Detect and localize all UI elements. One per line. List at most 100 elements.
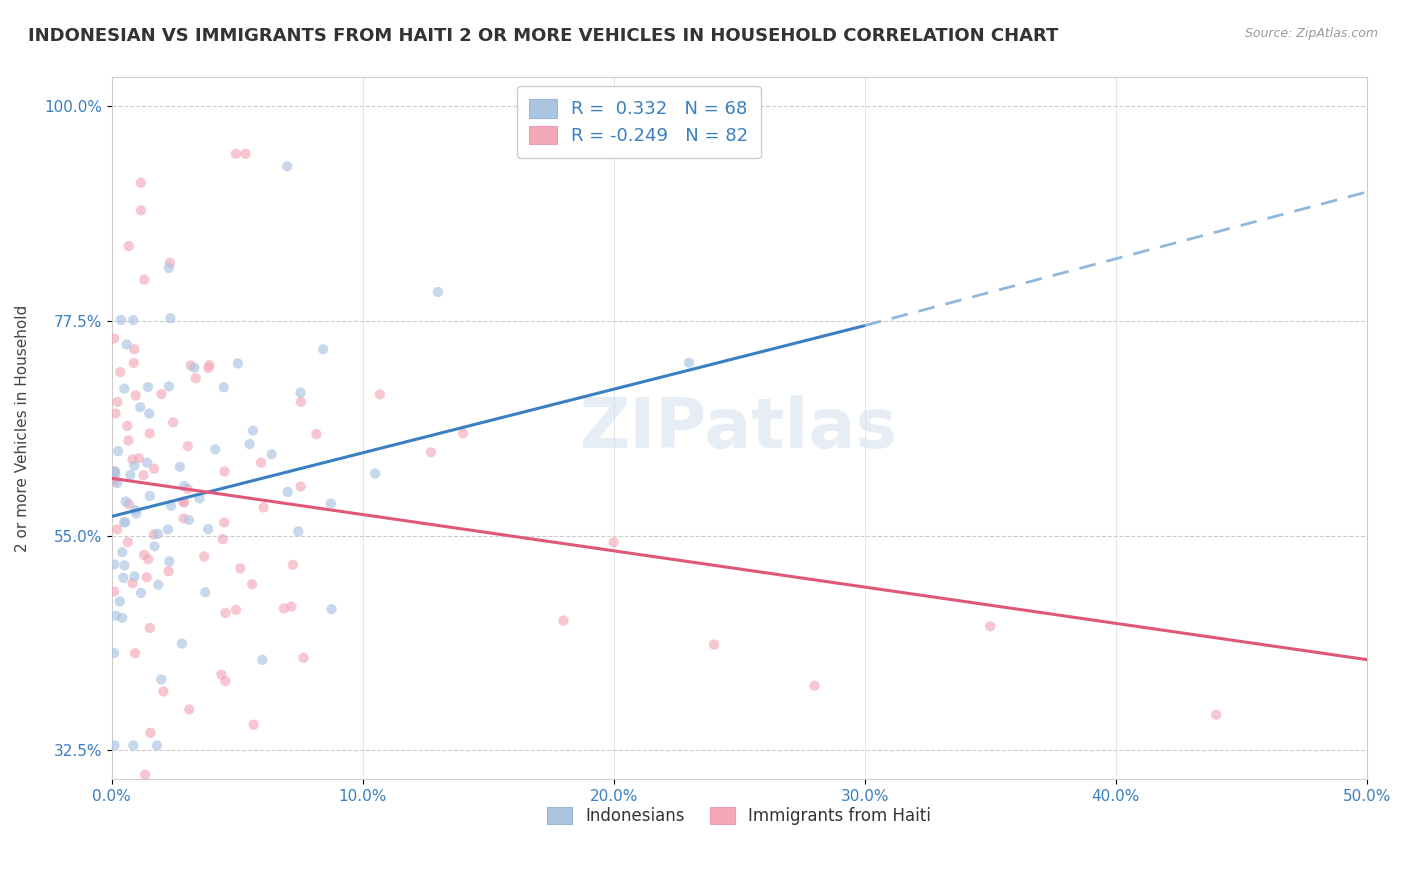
Point — [209, 667, 232, 681]
Point — [104, 464, 127, 478]
Point — [148, 577, 170, 591]
Point — [204, 442, 226, 457]
Point — [107, 476, 129, 491]
Point — [110, 365, 132, 379]
Point — [122, 313, 145, 327]
Point — [214, 465, 236, 479]
Point — [146, 527, 169, 541]
Point — [290, 395, 312, 409]
Point — [198, 358, 221, 372]
Point — [212, 516, 235, 530]
Point — [103, 739, 125, 753]
Point — [1205, 707, 1227, 722]
Point — [125, 507, 148, 521]
Point — [211, 532, 233, 546]
Point — [118, 239, 141, 253]
Point — [287, 524, 309, 539]
Point — [124, 503, 146, 517]
Point — [129, 203, 152, 218]
Point — [157, 379, 180, 393]
Point — [115, 337, 138, 351]
Point — [103, 558, 125, 572]
Point — [110, 313, 132, 327]
Point — [124, 458, 146, 473]
Point — [112, 515, 135, 529]
Point — [177, 439, 200, 453]
Point — [138, 426, 160, 441]
Point — [703, 638, 725, 652]
Point — [117, 418, 139, 433]
Point — [104, 407, 127, 421]
Point — [122, 356, 145, 370]
Point — [156, 523, 179, 537]
Point — [197, 361, 219, 376]
Point — [172, 494, 194, 508]
Point — [225, 146, 247, 161]
Point — [229, 561, 252, 575]
Point — [242, 424, 264, 438]
Point — [159, 311, 181, 326]
Point — [124, 569, 146, 583]
Point — [134, 548, 156, 562]
Point — [103, 646, 125, 660]
Point — [290, 479, 312, 493]
Point — [122, 739, 145, 753]
Point — [312, 343, 335, 357]
Point — [250, 456, 273, 470]
Point — [368, 387, 391, 401]
Point — [319, 496, 342, 510]
Point — [104, 464, 127, 478]
Point — [212, 380, 235, 394]
Point — [260, 447, 283, 461]
Point — [105, 523, 128, 537]
Point — [134, 768, 156, 782]
Point — [103, 584, 125, 599]
Point — [150, 673, 173, 687]
Point — [129, 176, 152, 190]
Point — [277, 484, 299, 499]
Point — [188, 491, 211, 506]
Point — [118, 497, 141, 511]
Point — [152, 684, 174, 698]
Point — [129, 586, 152, 600]
Point — [105, 395, 128, 409]
Point — [124, 342, 146, 356]
Point — [159, 256, 181, 270]
Point — [114, 515, 136, 529]
Point — [157, 260, 180, 275]
Point — [139, 621, 162, 635]
Point — [169, 459, 191, 474]
Point — [107, 444, 129, 458]
Point — [183, 360, 205, 375]
Point — [240, 577, 263, 591]
Point — [157, 564, 180, 578]
Point — [170, 637, 193, 651]
Point — [214, 606, 236, 620]
Point — [451, 426, 474, 441]
Point — [420, 445, 443, 459]
Point — [364, 467, 387, 481]
Point — [103, 471, 125, 485]
Point — [280, 599, 302, 614]
Point — [124, 646, 146, 660]
Point — [135, 570, 157, 584]
Point — [112, 382, 135, 396]
Point — [305, 427, 328, 442]
Point — [128, 451, 150, 466]
Point — [173, 479, 195, 493]
Point — [136, 552, 159, 566]
Point — [214, 673, 236, 688]
Point — [132, 468, 155, 483]
Point — [139, 725, 162, 739]
Text: ZIPatlas: ZIPatlas — [581, 394, 898, 462]
Point — [553, 614, 575, 628]
Point — [252, 653, 274, 667]
Point — [114, 558, 136, 573]
Point — [179, 702, 201, 716]
Point — [111, 545, 134, 559]
Point — [108, 786, 131, 800]
Point — [121, 452, 143, 467]
Point — [143, 539, 166, 553]
Legend: Indonesians, Immigrants from Haiti: Indonesians, Immigrants from Haiti — [538, 799, 939, 834]
Point — [180, 359, 202, 373]
